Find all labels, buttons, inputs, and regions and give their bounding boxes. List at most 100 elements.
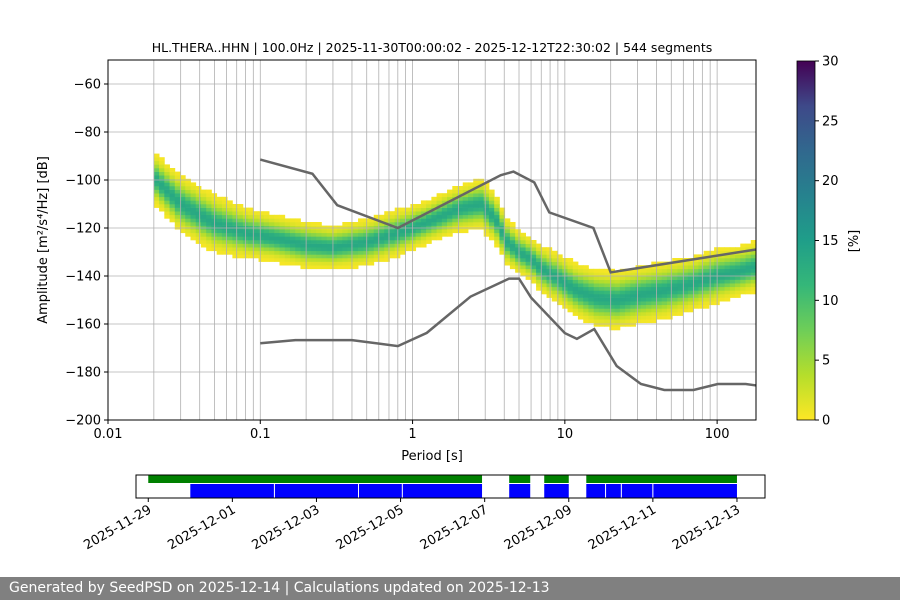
psd-cell: [541, 272, 547, 277]
psd-cell: [750, 240, 757, 244]
psd-cell: [221, 240, 228, 244]
psd-cell: [321, 232, 328, 237]
psd-cell: [457, 189, 464, 194]
psd-cell: [232, 232, 239, 237]
psd-cell: [363, 218, 369, 223]
psd-cell: [541, 254, 547, 259]
psd-cell: [185, 196, 191, 201]
psd-cell: [530, 258, 537, 262]
psd-cell: [316, 222, 322, 226]
psd-cell: [724, 294, 731, 298]
psd-cell: [153, 175, 160, 180]
psd-cell: [604, 268, 610, 273]
psd-cell: [572, 272, 579, 277]
psd-cell: [399, 214, 406, 219]
psd-cell: [253, 218, 259, 223]
psd-cell: [525, 268, 532, 273]
psd-cell: [426, 207, 432, 212]
psd-cell: [169, 200, 176, 205]
psd-cell: [708, 286, 715, 291]
psd-cell: [483, 211, 490, 216]
psd-cell: [640, 283, 647, 288]
psd-cell: [436, 193, 443, 198]
psd-cell: [373, 258, 380, 262]
psd-cell: [263, 225, 270, 230]
psd-cell: [598, 315, 605, 320]
psd-cell: [180, 200, 186, 205]
y-tick-label: −120: [65, 222, 101, 237]
psd-cell: [577, 290, 584, 295]
psd-cell: [541, 283, 547, 288]
psd-cell: [604, 279, 610, 284]
psd-cell: [588, 272, 595, 277]
psd-cell: [708, 265, 715, 270]
psd-cell: [415, 218, 422, 223]
psd-cell: [227, 207, 233, 212]
psd-cell: [520, 268, 527, 273]
psd-cell: [646, 304, 652, 309]
psd-cell: [698, 297, 705, 302]
psd-cell: [321, 225, 328, 230]
psd-cell: [640, 290, 647, 295]
psd-cell: [221, 214, 228, 219]
psd-cell: [567, 276, 574, 280]
psd-cell: [593, 312, 600, 316]
psd-cell: [515, 229, 521, 234]
psd-cell: [468, 200, 474, 205]
psd-cell: [363, 250, 369, 255]
psd-cell: [174, 175, 181, 180]
psd-cell: [614, 315, 621, 320]
psd-cell: [284, 225, 291, 230]
psd-cell: [583, 290, 589, 295]
psd-cell: [666, 265, 673, 270]
psd-cell: [509, 265, 516, 270]
psd-cell: [520, 236, 527, 241]
psd-cell: [441, 204, 448, 208]
psd-cell: [651, 312, 657, 316]
psd-cell: [520, 265, 527, 270]
psd-cell: [745, 250, 752, 255]
psd-cell: [405, 218, 411, 223]
psd-cell: [399, 218, 406, 223]
psd-cell: [305, 236, 312, 241]
psd-cell: [546, 294, 553, 298]
psd-cell: [420, 200, 427, 205]
psd-cell: [373, 232, 380, 237]
psd-cell: [588, 297, 595, 302]
psd-cell: [703, 272, 710, 277]
psd-cell: [441, 232, 448, 237]
psd-cell: [352, 240, 359, 244]
psd-cell: [494, 214, 500, 219]
psd-cell: [651, 294, 657, 298]
y-tick-label: −60: [74, 78, 101, 93]
psd-cell: [227, 247, 233, 252]
psd-cell: [284, 232, 291, 237]
psd-cell: [614, 322, 621, 327]
psd-cell: [703, 268, 710, 273]
psd-cell: [745, 272, 752, 277]
psd-cell: [504, 222, 511, 226]
psd-cell: [661, 268, 668, 273]
psd-cell: [651, 304, 657, 309]
psd-cell: [541, 286, 547, 291]
psd-cell: [682, 294, 689, 298]
psd-cell: [342, 222, 348, 226]
psd-cell: [640, 276, 647, 280]
psd-cell: [625, 322, 631, 327]
psd-cell: [410, 211, 417, 216]
psd-cell: [185, 193, 191, 198]
psd-cell: [227, 214, 233, 219]
psd-cell: [326, 232, 333, 237]
psd-cell: [420, 243, 427, 248]
psd-cell: [483, 186, 490, 190]
psd-cell: [588, 301, 595, 306]
psd-cell: [740, 243, 746, 248]
psd-cell: [577, 294, 584, 298]
psd-cell: [614, 301, 621, 306]
psd-cell: [468, 204, 474, 208]
psd-cell: [206, 196, 212, 201]
psd-cell: [530, 243, 537, 248]
psd-cell: [693, 276, 699, 280]
psd-cell: [557, 283, 563, 288]
psd-cell: [399, 207, 406, 212]
